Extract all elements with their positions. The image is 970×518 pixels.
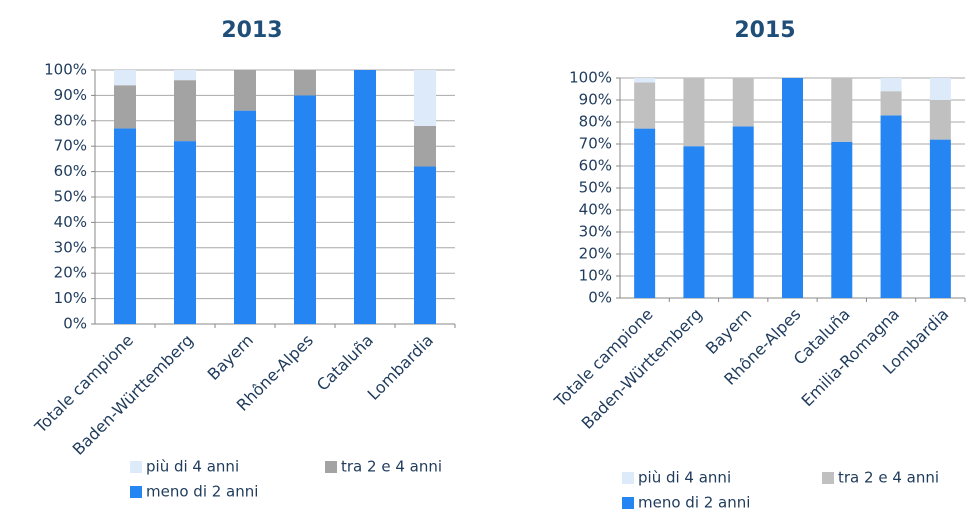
- bar-segment: [880, 91, 902, 116]
- bar-segment: [634, 128, 656, 298]
- bar-segment: [174, 70, 196, 81]
- bar-segment: [114, 70, 136, 86]
- x-tick-label: Baden-Württemberg: [69, 331, 197, 459]
- bar-segment: [732, 78, 754, 127]
- bar-segment: [414, 166, 436, 324]
- legend-label: meno di 2 anni: [638, 494, 750, 512]
- y-tick-label: 0%: [588, 289, 612, 307]
- y-tick-label: 50%: [579, 179, 612, 197]
- y-tick-label: 20%: [54, 264, 87, 282]
- bar-segment: [683, 146, 705, 298]
- bar-segment: [414, 70, 436, 126]
- bar-segment: [294, 95, 316, 325]
- y-tick-label: 80%: [54, 111, 87, 129]
- y-tick-label: 50%: [54, 188, 87, 206]
- bar-segment: [929, 139, 951, 298]
- bar-segment: [880, 115, 902, 299]
- y-tick-label: 60%: [579, 157, 612, 175]
- legend-swatch: [822, 472, 834, 484]
- legend-swatch: [325, 461, 337, 473]
- bar-segment: [929, 78, 951, 100]
- legend-label: meno di 2 anni: [146, 483, 258, 501]
- legend-label: più di 4 anni: [638, 469, 731, 487]
- x-tick-label: Lombardia: [364, 331, 437, 404]
- y-tick-label: 40%: [579, 201, 612, 219]
- bar-segment: [782, 78, 803, 298]
- y-tick-label: 0%: [63, 315, 87, 333]
- bar-segment: [831, 78, 853, 142]
- y-tick-label: 100%: [44, 61, 87, 79]
- bar-segment: [683, 78, 705, 147]
- legend-swatch: [130, 461, 142, 473]
- bar-segment: [929, 100, 951, 140]
- y-tick-label: 10%: [579, 267, 612, 285]
- bar-segment: [354, 70, 376, 324]
- y-tick-label: 20%: [579, 245, 612, 263]
- legend-swatch: [130, 486, 142, 498]
- y-tick-label: 90%: [579, 91, 612, 109]
- bar-segment: [634, 82, 656, 129]
- bar-segment: [634, 78, 656, 83]
- y-tick-label: 80%: [579, 113, 612, 131]
- y-tick-label: 30%: [54, 238, 87, 256]
- y-tick-label: 90%: [54, 86, 87, 104]
- chart-title: 2015: [734, 18, 795, 43]
- bar-segment: [880, 78, 902, 92]
- legend-label: tra 2 e 4 anni: [838, 469, 939, 487]
- y-tick-label: 70%: [54, 137, 87, 155]
- bar-segment: [114, 128, 136, 324]
- y-tick-label: 60%: [54, 162, 87, 180]
- bar-segment: [414, 125, 436, 167]
- y-tick-label: 100%: [569, 69, 612, 87]
- x-tick-label: Bayern: [204, 331, 257, 384]
- bar-segment: [174, 141, 196, 324]
- legend-label: tra 2 e 4 anni: [341, 458, 442, 476]
- y-tick-label: 70%: [579, 135, 612, 153]
- x-tick-label: Totale campione: [30, 331, 137, 438]
- legend-swatch: [622, 497, 634, 509]
- y-tick-label: 40%: [54, 213, 87, 231]
- legend-swatch: [622, 472, 634, 484]
- chart-title: 2013: [221, 18, 282, 43]
- x-tick-label: Cataluña: [313, 331, 377, 395]
- legend-label: più di 4 anni: [146, 458, 239, 476]
- bar-segment: [114, 85, 136, 129]
- bar-segment: [294, 70, 316, 96]
- y-tick-label: 30%: [579, 223, 612, 241]
- bar-segment: [732, 126, 754, 299]
- bar-segment: [234, 70, 256, 111]
- bar-segment: [831, 141, 853, 298]
- bar-segment: [234, 110, 256, 324]
- y-tick-label: 10%: [54, 289, 87, 307]
- bar-segment: [174, 80, 196, 142]
